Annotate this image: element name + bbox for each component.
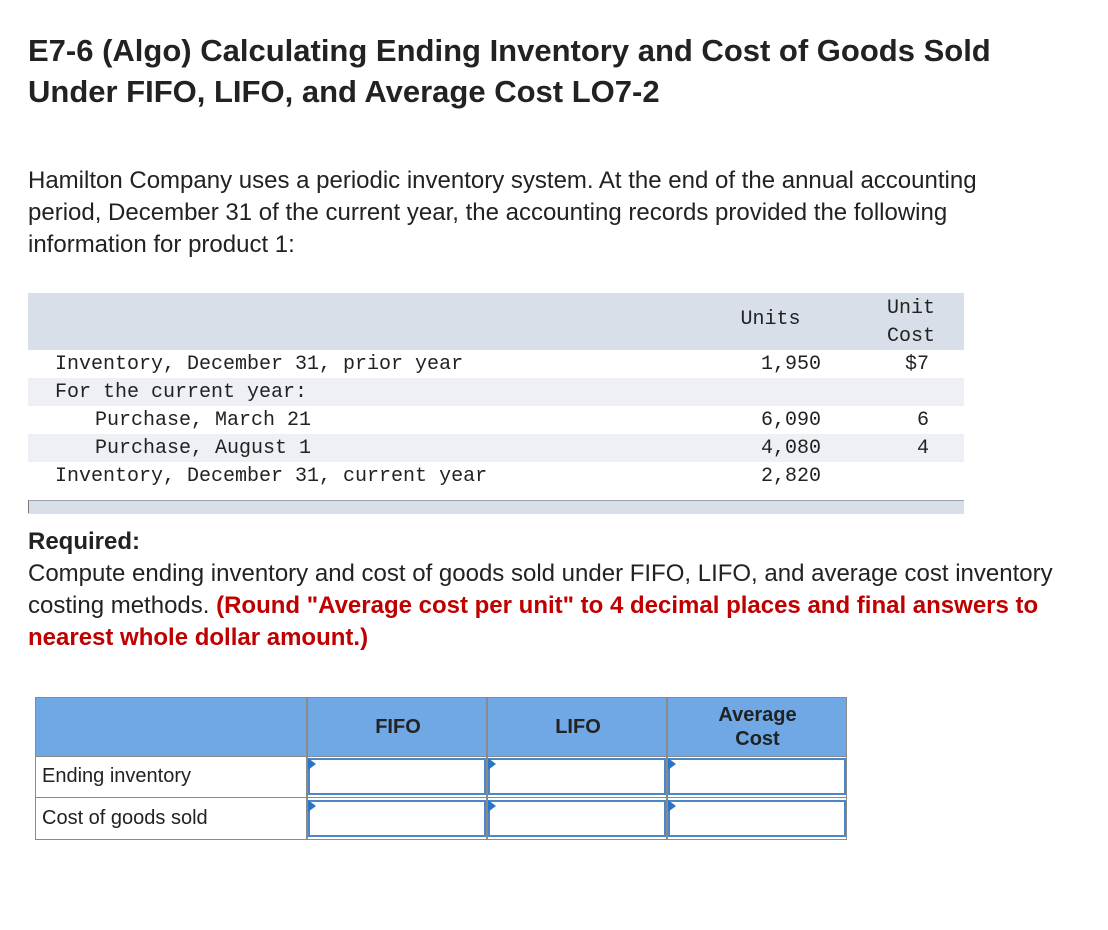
row-cost: 6 — [916, 409, 929, 432]
row-label: Purchase, March 21 — [95, 409, 312, 432]
column-divider — [486, 697, 488, 840]
answer-table: FIFO LIFO Average Cost Ending inventory … — [35, 697, 847, 841]
rounding-note: (Round "Average cost per unit" to 4 deci… — [28, 592, 1039, 651]
cogs-average-input[interactable] — [668, 800, 846, 837]
inventory-table: Units Unit Cost Inventory, December 31, … — [28, 293, 964, 514]
row-units: 6,090 — [760, 409, 821, 432]
problem-intro: Hamilton Company uses a periodic invento… — [28, 167, 977, 258]
row-stripe — [28, 378, 964, 406]
column-divider — [306, 697, 308, 840]
answer-row-label: Ending inventory — [42, 765, 191, 787]
average-cost-header: Average Cost — [669, 698, 846, 756]
table-row: Purchase, August 1 4,080 4 — [28, 435, 964, 463]
ending-inventory-average-input[interactable] — [668, 758, 846, 795]
table-row: Inventory, December 31, current year 2,8… — [28, 463, 964, 491]
answer-table-header: FIFO LIFO Average Cost — [35, 697, 847, 757]
input-flag-icon — [308, 800, 316, 812]
cogs-fifo-input[interactable] — [308, 800, 486, 837]
lifo-header: LIFO — [555, 716, 601, 738]
required-text: Compute ending inventory and cost of goo… — [28, 558, 1088, 654]
input-flag-icon — [308, 758, 316, 770]
table-row: For the current year: — [28, 379, 964, 407]
unit-cost-header: Unit Cost — [871, 295, 951, 351]
cogs-lifo-input[interactable] — [488, 800, 666, 837]
row-label: Inventory, December 31, current year — [55, 465, 488, 488]
footer-tick — [28, 500, 29, 513]
unit-cost-header-line1: Unit — [886, 297, 935, 320]
table-row: Inventory, December 31, prior year 1,950… — [28, 351, 964, 379]
required-heading: Required: — [28, 528, 141, 555]
inventory-table-header: Units Unit Cost — [28, 293, 964, 350]
required-instruction: Compute ending inventory and cost of goo… — [28, 560, 1053, 619]
column-divider — [666, 697, 668, 840]
units-header: Units — [740, 308, 801, 331]
row-label: Purchase, August 1 — [95, 437, 312, 460]
table-row: Purchase, March 21 6,090 6 — [28, 407, 964, 435]
row-cost: 4 — [916, 437, 929, 460]
row-stripe — [28, 434, 964, 462]
unit-cost-header-line2: Cost — [886, 325, 935, 348]
inventory-table-footer — [28, 500, 964, 514]
answer-row-label: Cost of goods sold — [42, 807, 208, 829]
input-flag-icon — [488, 800, 496, 812]
row-label: Inventory, December 31, prior year — [55, 353, 464, 376]
row-label: For the current year: — [55, 381, 308, 404]
average-cost-header-line2: Cost — [735, 728, 780, 750]
input-flag-icon — [668, 758, 676, 770]
input-flag-icon — [668, 800, 676, 812]
answer-row-cost-of-goods-sold: Cost of goods sold — [35, 798, 847, 840]
answer-row-ending-inventory: Ending inventory — [35, 756, 847, 798]
average-cost-header-line1: Average — [718, 704, 797, 726]
problem-title: E7-6 (Algo) Calculating Ending Inventory… — [28, 33, 991, 109]
ending-inventory-fifo-input[interactable] — [308, 758, 486, 795]
fifo-header: FIFO — [375, 716, 421, 738]
input-flag-icon — [488, 758, 496, 770]
row-units: 1,950 — [760, 353, 821, 376]
ending-inventory-lifo-input[interactable] — [488, 758, 666, 795]
row-cost: $7 — [904, 353, 929, 376]
row-units: 4,080 — [760, 437, 821, 460]
row-units: 2,820 — [760, 465, 821, 488]
